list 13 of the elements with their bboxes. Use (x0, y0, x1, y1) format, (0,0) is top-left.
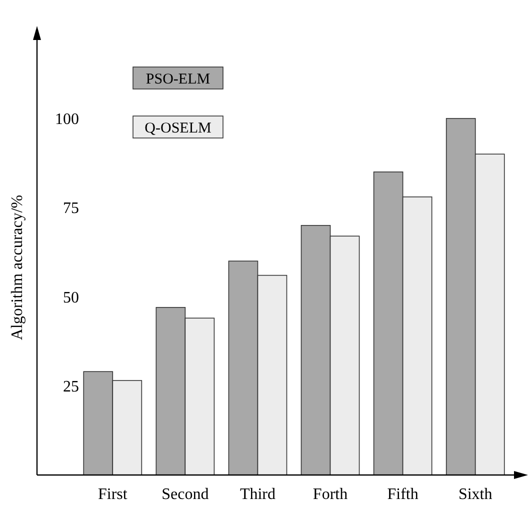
y-tick-label: 50 (63, 289, 79, 306)
y-tick-label: 75 (63, 200, 79, 218)
x-tick-label: Fifth (387, 486, 418, 503)
x-tick-label: Forth (312, 486, 348, 503)
x-tick-label: Third (240, 486, 276, 503)
y-tick-label: 100 (55, 111, 79, 128)
text: PSO-ELM (146, 71, 210, 88)
x-tick-label: First (98, 486, 128, 503)
x-tick-label: Second (162, 486, 209, 503)
text: Q-OSELM (144, 120, 212, 136)
x-tick-label: Sixth (458, 486, 492, 503)
y-axis-title: Algorithm accuracy/% (9, 194, 26, 340)
y-tick-label: 25 (63, 378, 79, 396)
